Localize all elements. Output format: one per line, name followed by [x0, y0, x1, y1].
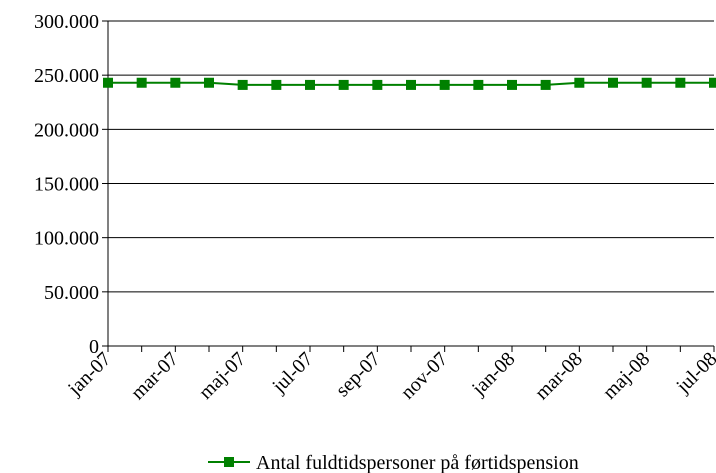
marker [439, 79, 450, 90]
marker [608, 77, 618, 88]
x-tick-label: jul-08 [671, 348, 716, 398]
marker [136, 77, 147, 88]
y-tick-label: 300.000 [34, 11, 99, 33]
x-tick-label: maj-08 [599, 348, 655, 404]
x-tick-label: mar-08 [531, 348, 587, 404]
legend-marker [224, 457, 234, 467]
marker [675, 77, 686, 88]
marker [204, 77, 214, 88]
y-tick-label: 250.000 [34, 65, 99, 87]
x-tick-label: sep-07 [332, 348, 385, 401]
marker [709, 77, 716, 88]
x-tick-label: mar-07 [127, 348, 183, 404]
y-tick-label: 100.000 [34, 228, 99, 250]
marker [574, 77, 585, 88]
marker [237, 79, 248, 90]
legend-label: Antal fuldtidspersoner på førtidspension [256, 452, 579, 473]
y-tick-label: 200.000 [34, 119, 99, 141]
marker [305, 79, 315, 90]
marker [507, 79, 517, 90]
x-tick-label: maj-07 [195, 348, 251, 404]
x-tick-label: nov-07 [397, 348, 453, 404]
marker [338, 79, 349, 90]
y-tick-label: 50.000 [44, 282, 99, 304]
marker [103, 77, 113, 88]
marker [372, 79, 383, 90]
y-tick-label: 0 [89, 336, 99, 358]
x-tick-label: jul-07 [267, 348, 317, 398]
marker [170, 77, 181, 88]
y-tick-label: 150.000 [34, 174, 99, 196]
x-tick-label: jan-08 [467, 348, 519, 400]
marker [406, 79, 416, 90]
marker [473, 79, 484, 90]
marker [641, 77, 652, 88]
marker [540, 79, 551, 90]
marker [271, 79, 282, 90]
